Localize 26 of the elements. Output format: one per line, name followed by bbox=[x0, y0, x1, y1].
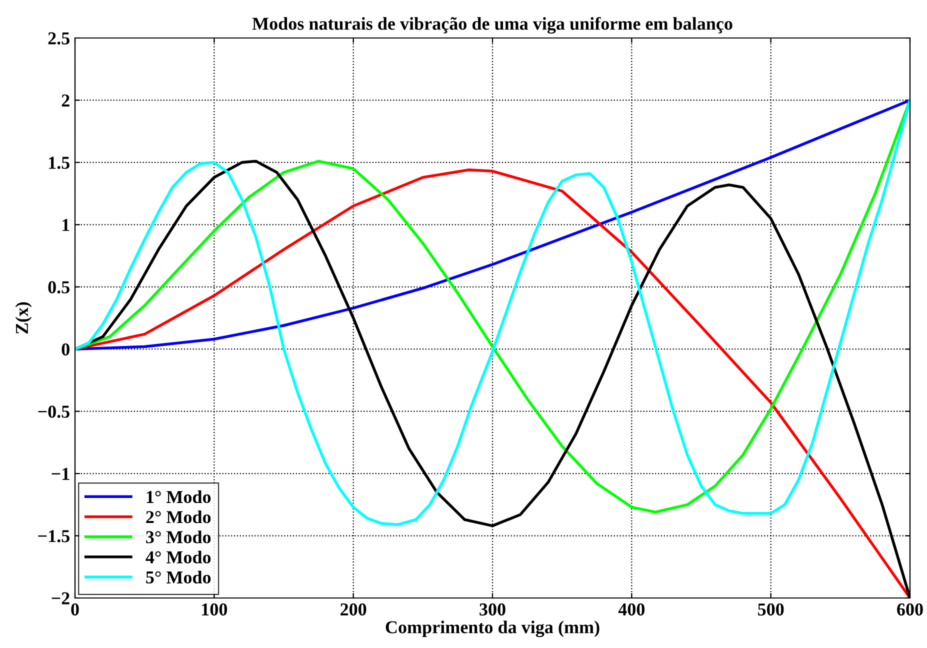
legend-label: 5° Modo bbox=[146, 570, 211, 584]
x-tick-label: 600 bbox=[897, 603, 923, 616]
x-tick-label: 0 bbox=[71, 603, 79, 616]
y-tick-label: 2 bbox=[62, 94, 70, 106]
y-tick-label: 1 bbox=[62, 219, 70, 231]
x-axis-title: Comprimento da viga (mm) bbox=[386, 620, 600, 638]
x-tick-label: 300 bbox=[480, 603, 506, 616]
y-tick-label: −1.5 bbox=[38, 530, 70, 542]
y-tick-label: −0.5 bbox=[38, 406, 70, 418]
x-tick-label: 400 bbox=[618, 603, 645, 616]
y-tick-label: 2.5 bbox=[48, 32, 70, 45]
legend-label: 1° Modo bbox=[146, 490, 211, 504]
chart-title: Modos naturais de vibração de uma viga uniforme em balanço bbox=[252, 16, 732, 34]
legend-label: 2° Modo bbox=[146, 510, 211, 524]
y-tick-label: 0.5 bbox=[48, 281, 70, 294]
y-tick-label: 0 bbox=[62, 343, 70, 356]
y-tick-label: 1.5 bbox=[49, 156, 70, 169]
legend-label: 3° Modo bbox=[146, 530, 211, 544]
x-tick-label: 200 bbox=[340, 603, 366, 616]
x-tick-label: 100 bbox=[202, 603, 228, 616]
y-tick-label: −1 bbox=[52, 468, 70, 480]
line-series bbox=[75, 98, 910, 350]
y-axis-title: Z(x) bbox=[15, 302, 32, 334]
x-tick-label: 500 bbox=[758, 603, 784, 616]
legend-label: 4° Modo bbox=[146, 550, 211, 564]
y-tick-label: −2 bbox=[52, 592, 70, 604]
